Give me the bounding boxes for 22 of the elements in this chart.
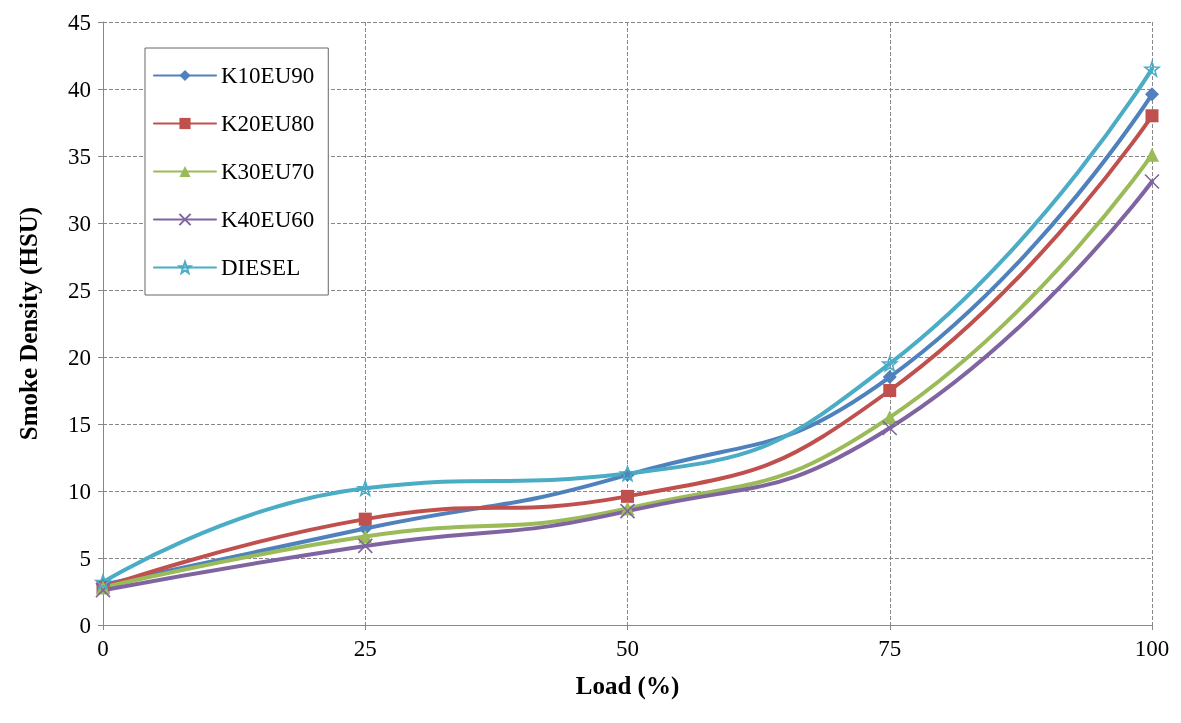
x-axis-title: Load (%) [575,672,680,700]
legend-label: K40EU60 [221,207,315,232]
y-tick-label: 20 [68,344,91,370]
legend-label: K30EU70 [221,159,315,184]
y-axis-title: Smoke Density (HSU) [15,206,43,441]
y-tick-label: 45 [68,9,91,35]
x-tick-label: 100 [1134,636,1170,661]
y-tick-label: 30 [68,210,91,236]
y-tick-label: 5 [79,545,91,571]
x-tick-label: 25 [353,636,377,661]
y-tick-label: 25 [68,277,91,303]
x-tick-label: 0 [97,636,109,661]
legend-label: DIESEL [221,255,301,280]
x-tick-label: 75 [878,636,902,661]
legend-label: K20EU80 [221,111,315,136]
y-tick-label: 15 [68,411,91,437]
y-tick-label: 40 [68,76,91,102]
y-tick-label: 0 [79,612,91,638]
y-tick-label: 10 [68,478,91,504]
x-tick-label: 50 [616,636,639,661]
y-tick-label: 35 [68,143,91,169]
legend-label: K10EU90 [221,63,315,88]
